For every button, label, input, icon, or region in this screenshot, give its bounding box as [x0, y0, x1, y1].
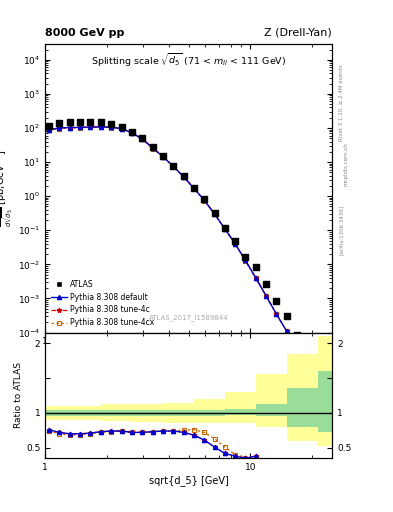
Point: [273, 297, 279, 305]
Text: Rivet 3.1.10, ≥ 2.4M events: Rivet 3.1.10, ≥ 2.4M events: [339, 64, 344, 141]
Text: [arXiv:1306.3436]: [arXiv:1306.3436]: [339, 205, 344, 255]
Point: [129, 127, 135, 136]
Point: [294, 331, 300, 339]
Point: [263, 280, 269, 288]
Point: [201, 196, 208, 204]
Y-axis label: $\frac{d\sigma}{d\sqrt{d_5}}$ [pb,GeV$^{-1}$]: $\frac{d\sigma}{d\sqrt{d_5}}$ [pb,GeV$^{…: [0, 149, 17, 227]
Point: [253, 263, 259, 271]
Text: Z (Drell-Yan): Z (Drell-Yan): [264, 28, 332, 38]
Text: mcplots.cern.ch: mcplots.cern.ch: [344, 142, 349, 186]
Point: [46, 122, 52, 130]
X-axis label: sqrt{d_5} [GeV]: sqrt{d_5} [GeV]: [149, 475, 229, 486]
Point: [180, 173, 187, 181]
Point: [67, 118, 73, 126]
Point: [149, 143, 156, 152]
Point: [170, 162, 176, 170]
Point: [314, 346, 321, 354]
Point: [160, 152, 166, 160]
Point: [119, 122, 125, 131]
Text: Splitting scale $\sqrt{d_5}$ (71 < $m_{ll}$ < 111 GeV): Splitting scale $\sqrt{d_5}$ (71 < $m_{l…: [91, 52, 286, 69]
Point: [283, 312, 290, 321]
Point: [56, 119, 62, 127]
Legend: ATLAS, Pythia 8.308 default, Pythia 8.308 tune-4c, Pythia 8.308 tune-4cx: ATLAS, Pythia 8.308 default, Pythia 8.30…: [48, 276, 158, 330]
Text: ATLAS_2017_I1589844: ATLAS_2017_I1589844: [149, 314, 228, 321]
Point: [108, 120, 114, 128]
Point: [77, 118, 83, 126]
Point: [191, 184, 197, 193]
Point: [211, 209, 218, 217]
Point: [139, 134, 145, 142]
Point: [304, 379, 310, 388]
Point: [98, 118, 104, 126]
Point: [232, 237, 238, 245]
Y-axis label: Ratio to ATLAS: Ratio to ATLAS: [14, 362, 23, 429]
Point: [87, 118, 94, 126]
Text: 8000 GeV pp: 8000 GeV pp: [45, 28, 125, 38]
Point: [222, 223, 228, 231]
Point: [242, 253, 249, 262]
